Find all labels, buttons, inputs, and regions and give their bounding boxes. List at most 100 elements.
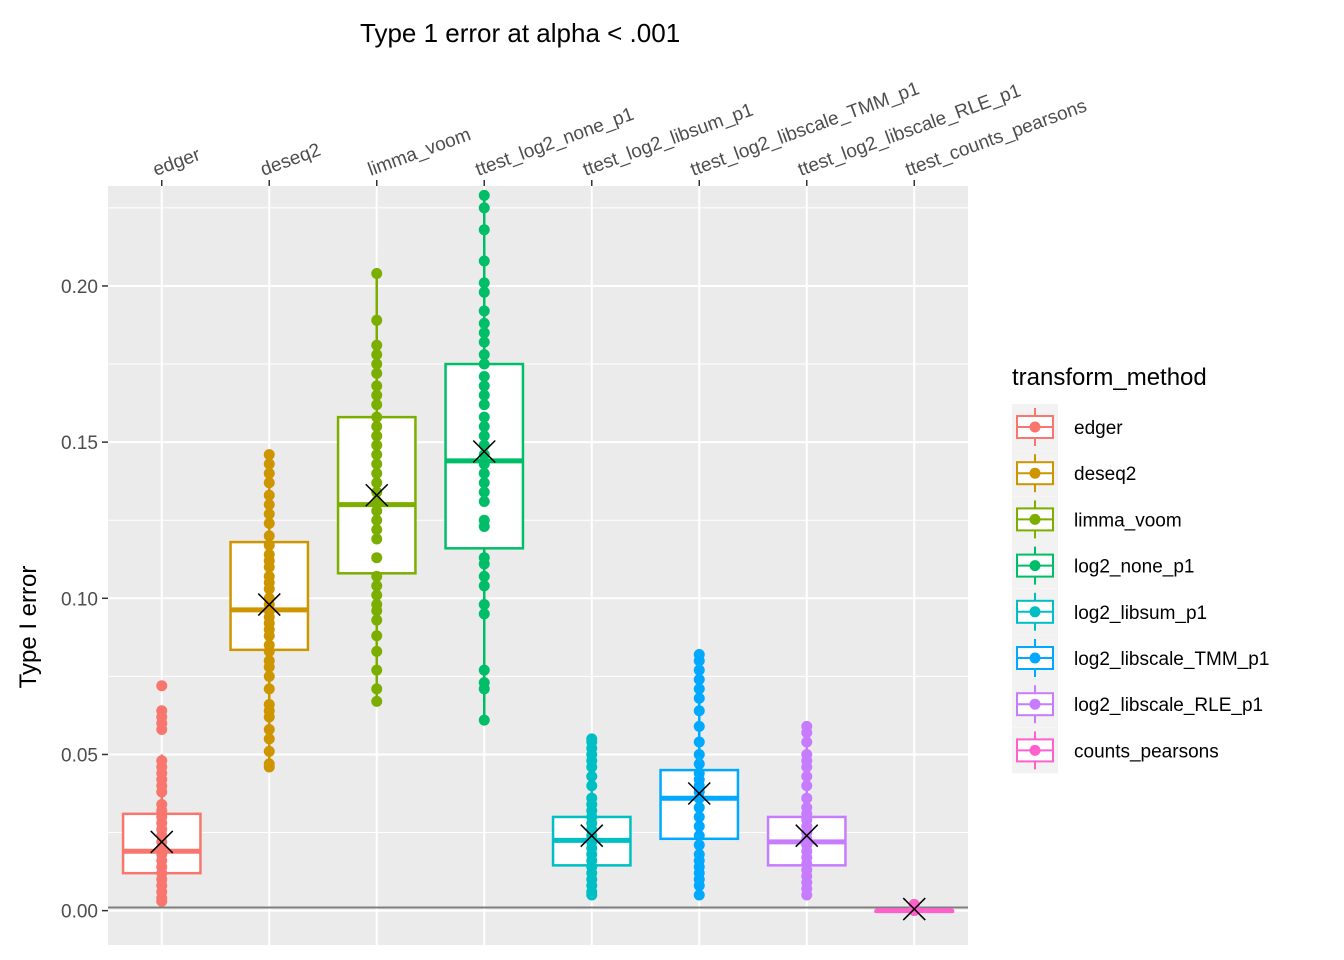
data-point: [371, 533, 383, 545]
data-point: [371, 399, 383, 411]
legend-item-log2_libscale_TMM_p1: log2_libscale_TMM_p1: [1012, 635, 1269, 681]
data-point: [586, 761, 598, 773]
data-point: [263, 583, 275, 595]
data-point: [263, 530, 275, 542]
data-point: [371, 314, 383, 326]
data-point: [478, 411, 490, 423]
data-point: [801, 889, 813, 901]
data-point: [478, 467, 490, 479]
mean-cross-stroke: [687, 781, 711, 806]
y-axis-label: Type I error: [15, 566, 42, 689]
data-point: [156, 895, 168, 907]
data-point: [801, 727, 813, 739]
data-point: [693, 839, 705, 851]
data-point: [371, 411, 383, 423]
data-point: [263, 761, 275, 773]
data-point: [693, 758, 705, 770]
y-tick-label: 0.15: [61, 433, 98, 454]
data-point: [156, 786, 168, 798]
data-point: [371, 477, 383, 489]
data-point: [371, 570, 383, 582]
data-point: [371, 589, 383, 601]
data-point: [478, 277, 490, 289]
mean-marker: [687, 781, 711, 806]
data-point: [478, 520, 490, 532]
data-point: [371, 458, 383, 470]
data-point: [156, 723, 168, 735]
data-point: [371, 380, 383, 392]
data-point: [478, 336, 490, 348]
data-point: [478, 380, 490, 392]
data-point: [693, 736, 705, 748]
series-counts_pearsons: [874, 897, 955, 921]
legend-label: log2_libscale_TMM_p1: [1074, 649, 1269, 670]
legend-item-counts_pearsons: counts_pearsons: [1012, 727, 1219, 774]
legend-label: log2_none_p1: [1074, 557, 1194, 578]
data-point: [371, 505, 383, 517]
data-point: [263, 711, 275, 723]
data-point: [693, 748, 705, 760]
data-point: [263, 489, 275, 501]
data-point: [371, 695, 383, 707]
data-point: [371, 645, 383, 657]
data-point: [801, 736, 813, 748]
data-point: [371, 580, 383, 592]
data-point: [478, 421, 490, 433]
data-point: [371, 367, 383, 379]
data-point: [693, 692, 705, 704]
data-point: [693, 880, 705, 892]
data-point: [263, 458, 275, 470]
data-point: [586, 889, 598, 901]
legend-label: deseq2: [1074, 464, 1136, 485]
data-point: [263, 539, 275, 551]
data-point: [693, 802, 705, 814]
mean-marker: [365, 483, 389, 507]
data-point: [371, 339, 383, 351]
data-point: [371, 430, 383, 442]
data-point: [263, 645, 275, 657]
data-point: [693, 811, 705, 823]
mean-marker: [150, 830, 174, 854]
data-point: [478, 371, 490, 383]
y-tick-label: 0.00: [61, 902, 98, 923]
mean-cross-stroke: [472, 439, 496, 464]
data-point: [371, 358, 383, 370]
mean-cross-stroke: [795, 824, 819, 848]
data-point: [156, 680, 168, 692]
mean-cross-stroke: [365, 483, 389, 507]
series-log2_libscale_RLE_p1: [766, 720, 847, 901]
data-point: [693, 664, 705, 676]
data-point: [478, 349, 490, 361]
legend-item-limma_voom: limma_voom: [1012, 496, 1182, 543]
mean-marker: [795, 824, 819, 848]
data-point: [478, 439, 490, 451]
data-point: [478, 495, 490, 507]
data-point: [371, 552, 383, 564]
data-point: [478, 327, 490, 339]
data-point: [586, 780, 598, 792]
data-point: [478, 599, 490, 611]
legend-item-deseq2: deseq2: [1012, 450, 1136, 497]
data-point: [801, 761, 813, 773]
series-deseq2: [229, 449, 310, 773]
data-point: [478, 358, 490, 370]
y-tick-label: 0.05: [61, 745, 98, 766]
data-point: [371, 524, 383, 536]
data-point: [371, 605, 383, 617]
series-log2_libscale_TMM_p1: [659, 649, 740, 901]
legend-label: counts_pearsons: [1074, 741, 1219, 762]
data-point: [263, 517, 275, 529]
data-point: [478, 449, 490, 461]
data-point: [478, 430, 490, 442]
data-point: [371, 683, 383, 695]
legend-item-log2_none_p1: log2_none_p1: [1012, 542, 1194, 589]
data-point: [263, 561, 275, 573]
data-point: [478, 714, 490, 726]
legend-key-point: [1029, 560, 1041, 572]
data-layer: [108, 189, 968, 921]
data-point: [263, 467, 275, 479]
legend-item-log2_libsum_p1: log2_libsum_p1: [1012, 588, 1207, 635]
data-point: [693, 683, 705, 695]
data-point: [371, 389, 383, 401]
